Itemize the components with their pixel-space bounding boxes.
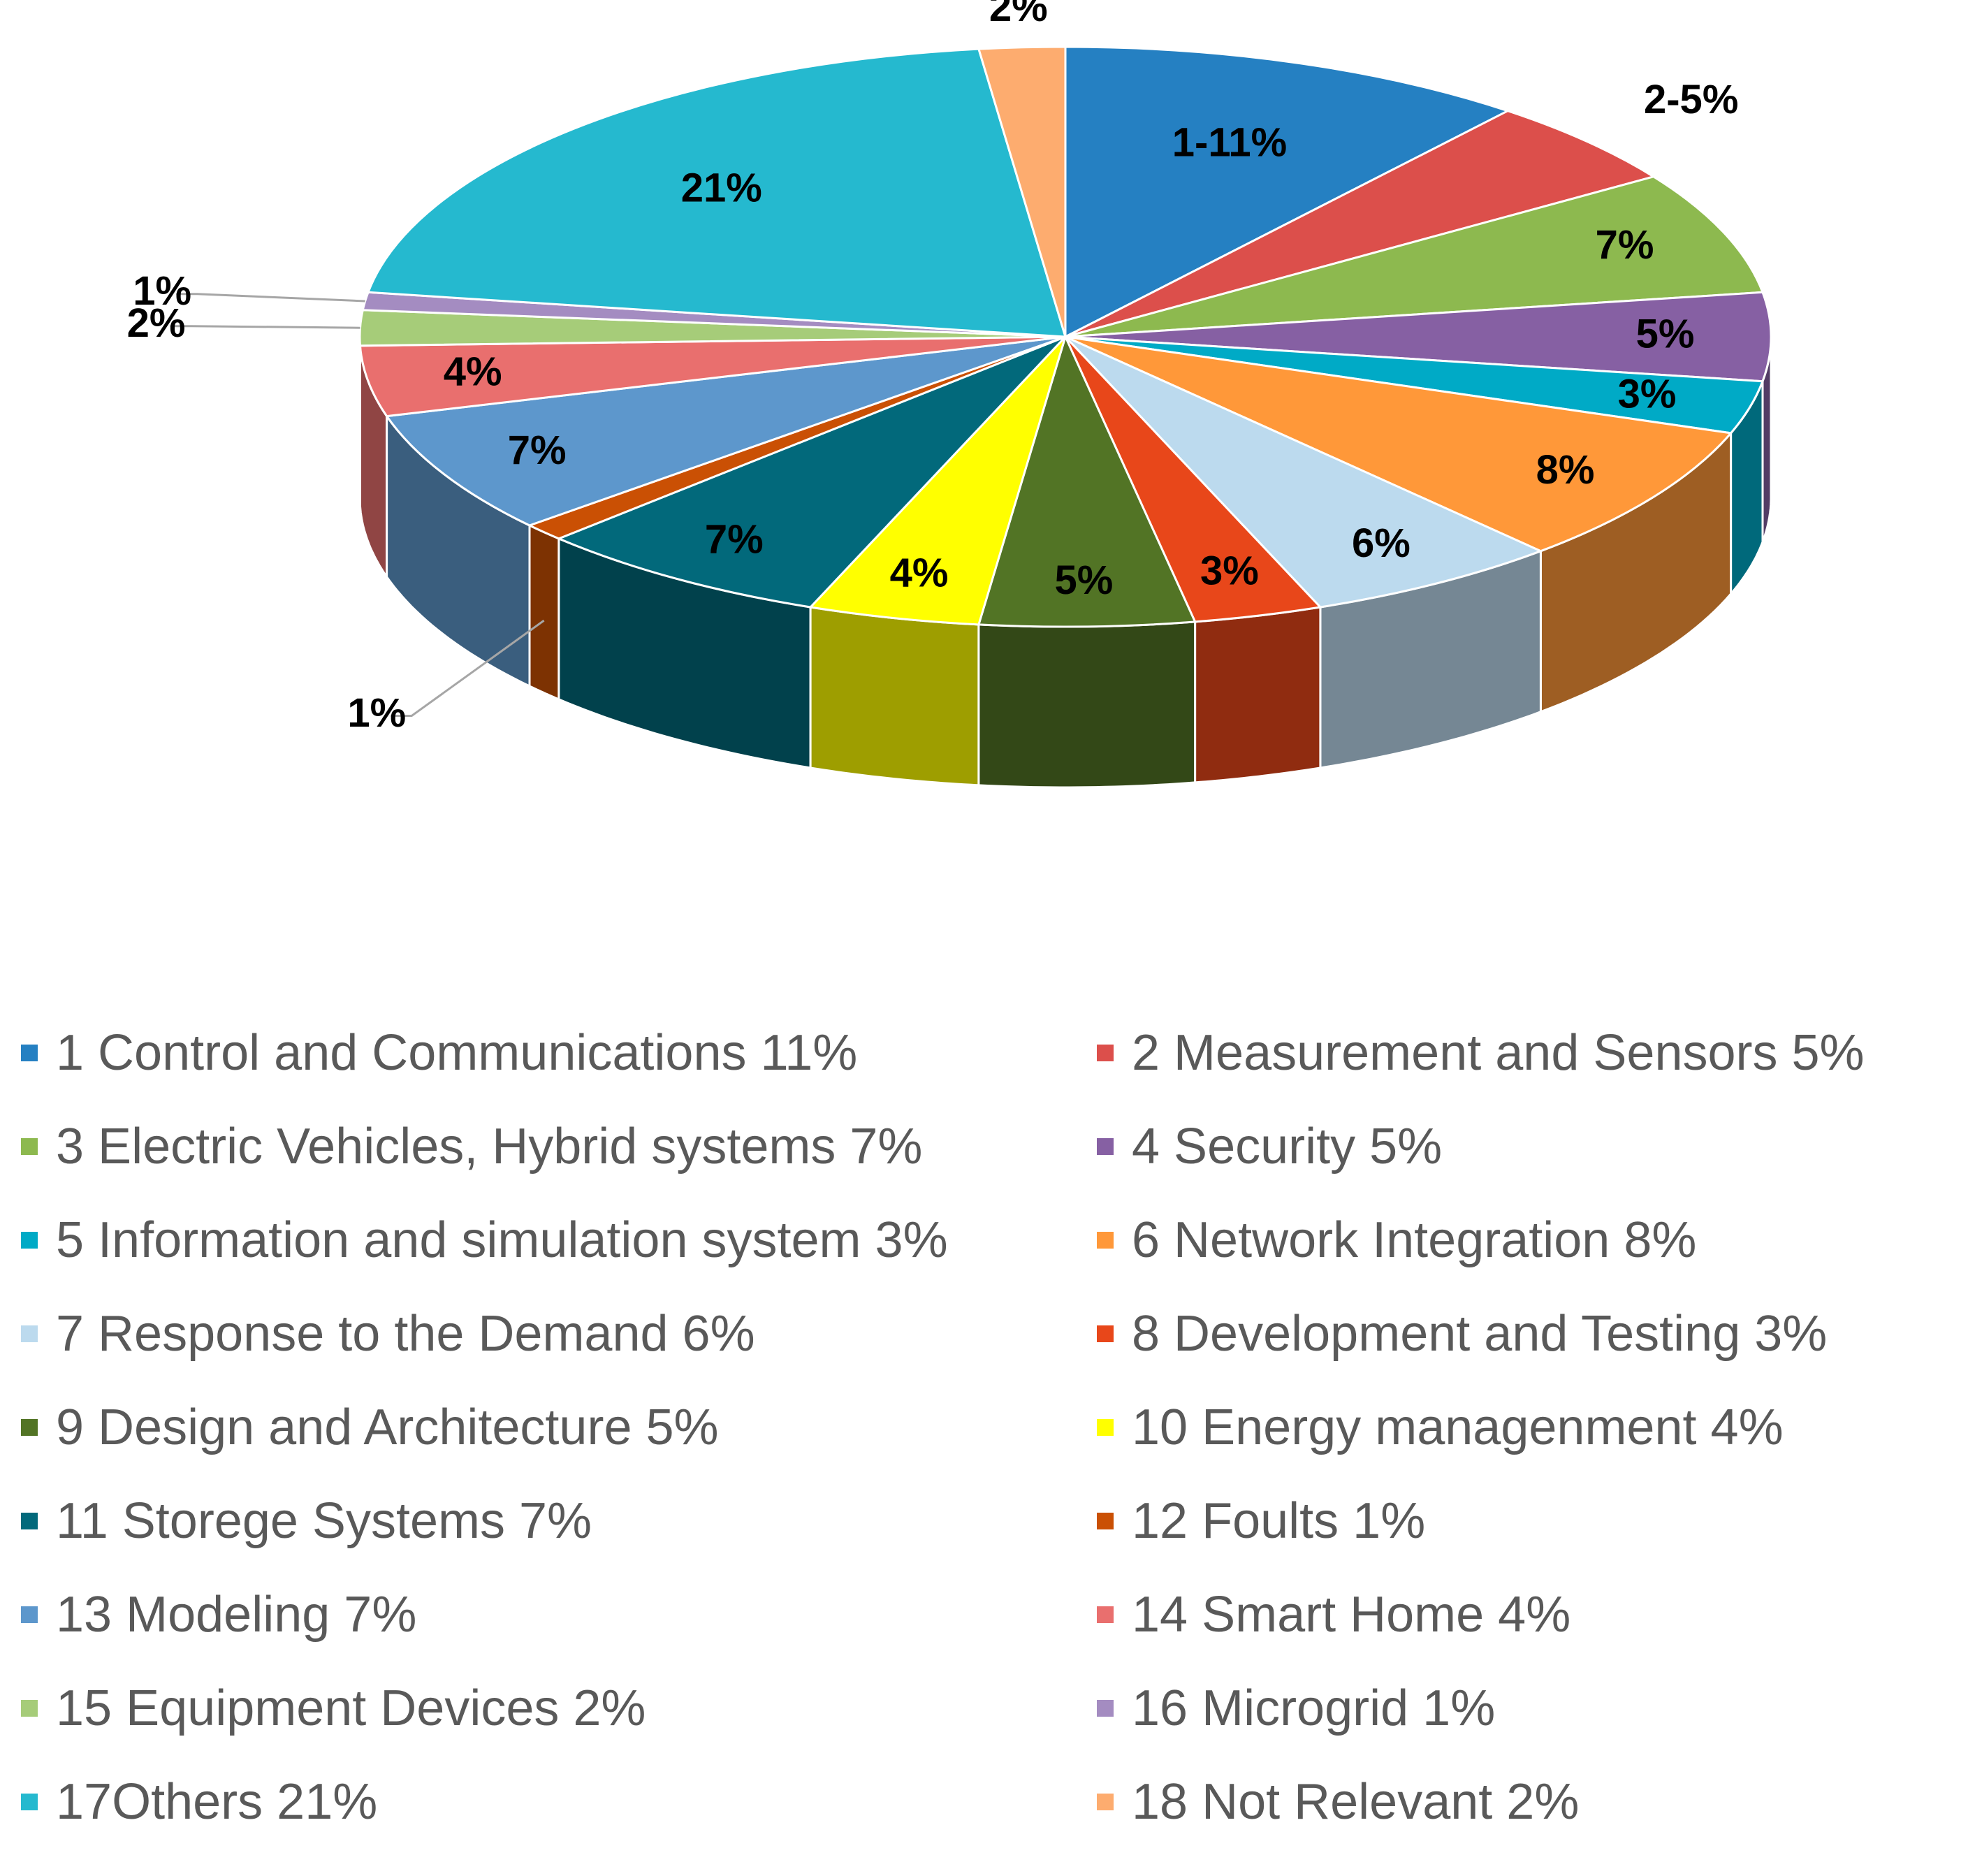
legend-label-14: 14 Smart Home 4%	[1132, 1587, 1571, 1643]
legend-label-17: 17Others 21%	[56, 1774, 378, 1830]
legend-label-7: 7 Response to the Demand 6%	[56, 1306, 755, 1362]
pie-slice-13	[384, 335, 1066, 527]
data-label-8: 3%	[1200, 548, 1259, 594]
legend-item-12: 12 Foults 1%	[1097, 1474, 1963, 1568]
legend-label-2: 2 Measurement and Sensors 5%	[1132, 1025, 1865, 1081]
data-label-15: 2%	[127, 300, 186, 346]
legend-swatch-16	[1097, 1700, 1114, 1717]
pie-slice-11	[555, 335, 1067, 609]
legend-swatch-17	[21, 1794, 38, 1810]
legend-item-17: 17Others 21%	[21, 1755, 1097, 1849]
pie-slice-4	[1065, 291, 1772, 383]
legend-swatch-6	[1097, 1232, 1114, 1249]
legend-label-6: 6 Network Integration 8%	[1132, 1212, 1697, 1268]
data-label-16: 1%	[133, 268, 191, 314]
legend-item-3: 3 Electric Vehicles, Hybrid systems 7%	[21, 1100, 1097, 1193]
data-label-2: 2-5%	[1644, 77, 1738, 122]
legend-label-18: 18 Not Relevant 2%	[1132, 1774, 1580, 1830]
data-label-17: 21%	[681, 166, 762, 211]
legend-item-14: 14 Smart Home 4%	[1097, 1568, 1963, 1662]
pie-side-10	[809, 606, 980, 787]
legend-item-16: 16 Microgrid 1%	[1097, 1662, 1963, 1755]
leader-line-15	[170, 325, 360, 329]
legend-label-13: 13 Modeling 7%	[56, 1587, 417, 1643]
data-label-9: 5%	[1054, 558, 1113, 603]
pie-svg: 1-11%2-5%7%5%3%8%6%3%5%4%7%1%7%4%2%1%21%…	[127, 0, 1772, 789]
pie-slice-10	[808, 335, 1067, 626]
legend-label-3: 3 Electric Vehicles, Hybrid systems 7%	[56, 1119, 923, 1175]
legend-label-12: 12 Foults 1%	[1132, 1493, 1426, 1549]
legend-item-18: 18 Not Relevant 2%	[1097, 1755, 1963, 1849]
legend-label-8: 8 Development and Testing 3%	[1132, 1306, 1828, 1362]
legend-item-11: 11 Storege Systems 7%	[21, 1474, 1097, 1568]
pie-slice-9	[977, 333, 1197, 628]
data-label-4: 5%	[1636, 311, 1695, 356]
legend-item-7: 7 Response to the Demand 6%	[21, 1287, 1097, 1381]
data-label-1: 1-11%	[1172, 119, 1287, 165]
legend-item-2: 2 Measurement and Sensors 5%	[1097, 1006, 1963, 1100]
pie-slice-1	[1064, 45, 1511, 339]
legend-label-16: 16 Microgrid 1%	[1132, 1680, 1496, 1736]
legend-label-1: 1 Control and Communications 11%	[56, 1025, 858, 1081]
pie-slice-18	[977, 45, 1067, 337]
pie-slice-14	[358, 335, 1066, 418]
pie-side-9	[977, 620, 1197, 789]
legend-swatch-7	[21, 1325, 38, 1342]
data-label-18: 2%	[989, 0, 1048, 30]
pie-slice-17	[366, 48, 1067, 338]
leader-line-16	[176, 293, 365, 303]
pie-slice-7	[1064, 335, 1544, 609]
legend-label-10: 10 Energy managenment 4%	[1132, 1399, 1784, 1455]
legend-swatch-18	[1097, 1794, 1114, 1810]
pie-side-8	[1194, 606, 1322, 784]
legend-item-4: 4 Security 5%	[1097, 1100, 1963, 1193]
legend-swatch-4	[1097, 1138, 1114, 1155]
data-label-5: 3%	[1618, 371, 1677, 416]
data-label-10: 4%	[890, 550, 949, 595]
data-label-6: 8%	[1536, 447, 1595, 493]
pie-slice-2	[1065, 110, 1656, 338]
legend-label-5: 5 Information and simulation system 3%	[56, 1212, 948, 1268]
legend-swatch-12	[1097, 1513, 1114, 1529]
leader-line-12	[391, 619, 545, 717]
legend-item-10: 10 Energy managenment 4%	[1097, 1381, 1963, 1474]
legend-item-6: 6 Network Integration 8%	[1097, 1193, 1963, 1287]
pie-slice-6	[1065, 335, 1733, 553]
legend-swatch-5	[21, 1232, 38, 1249]
legend-swatch-10	[1097, 1419, 1114, 1436]
data-label-3: 7%	[1596, 222, 1654, 268]
legend-swatch-13	[21, 1606, 38, 1623]
legend-swatch-11	[21, 1513, 38, 1529]
pie-slice-3	[1065, 175, 1765, 338]
legend-swatch-15	[21, 1700, 38, 1717]
legend-label-9: 9 Design and Architecture 5%	[56, 1399, 719, 1455]
legend-swatch-2	[1097, 1045, 1114, 1061]
pie-chart: 1-11% 2-5% 7% 5% 3% 8% 6% 3% 5% 4% 7% 1% 7% 4% 2% 1% 21%…	[0, 0, 1968, 936]
legend-item-15: 15 Equipment Devices 2%	[21, 1662, 1097, 1755]
legend-swatch-3	[21, 1138, 38, 1155]
legend-item-5: 5 Information and simulation system 3%	[21, 1193, 1097, 1287]
legend-label-4: 4 Security 5%	[1132, 1119, 1443, 1175]
legend-swatch-8	[1097, 1325, 1114, 1342]
pie-side-12	[528, 523, 560, 701]
legend: 1 Control and Communications 11% 2 Measur…	[21, 1006, 1963, 1849]
data-label-13: 7%	[508, 428, 567, 473]
legend-label-15: 15 Equipment Devices 2%	[56, 1680, 646, 1736]
legend-item-9: 9 Design and Architecture 5%	[21, 1381, 1097, 1474]
data-label-14: 4%	[444, 349, 502, 394]
legend-swatch-14	[1097, 1606, 1114, 1623]
data-label-12: 1%	[347, 690, 406, 736]
legend-item-8: 8 Development and Testing 3%	[1097, 1287, 1963, 1381]
legend-item-13: 13 Modeling 7%	[21, 1568, 1097, 1662]
legend-swatch-1	[21, 1045, 38, 1061]
legend-swatch-9	[21, 1419, 38, 1436]
data-label-7: 6%	[1352, 521, 1411, 566]
data-label-11: 7%	[705, 516, 764, 562]
legend-item-1: 1 Control and Communications 11%	[21, 1006, 1097, 1100]
legend-label-11: 11 Storege Systems 7%	[56, 1493, 592, 1549]
